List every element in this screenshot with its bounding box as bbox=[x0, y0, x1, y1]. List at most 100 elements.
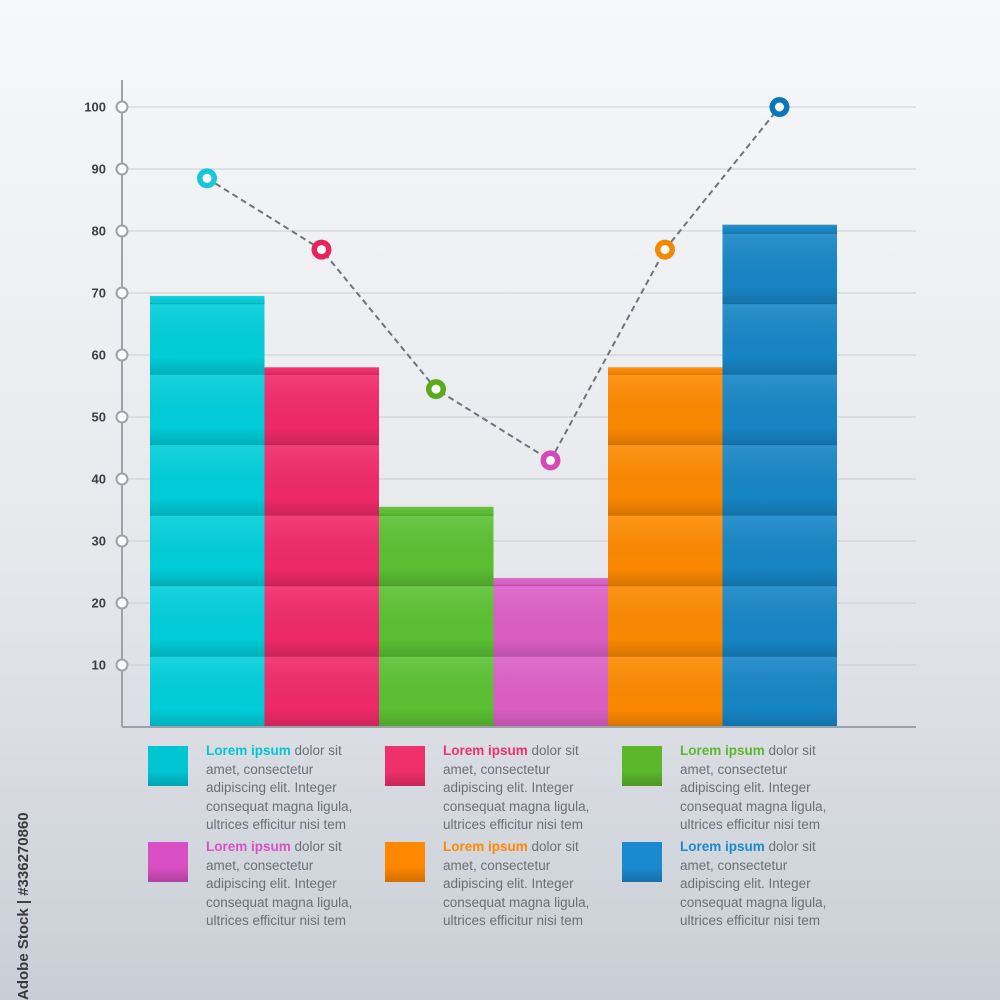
legend-text: Lorem ipsum dolor sit amet, consectetur … bbox=[443, 838, 608, 931]
legend-item: Lorem ipsum dolor sit amet, consectetur … bbox=[385, 838, 622, 930]
y-tick-marker bbox=[115, 658, 129, 672]
legend-title: Lorem ipsum bbox=[443, 839, 528, 854]
legend-body: dolor sit amet, consectetur adipiscing e… bbox=[206, 743, 353, 832]
bar-band bbox=[722, 656, 837, 727]
y-tick-label: 30 bbox=[92, 534, 106, 549]
y-tick-label: 50 bbox=[92, 410, 106, 425]
bar-band bbox=[150, 445, 265, 516]
legend-text: Lorem ipsum dolor sit amet, consectetur … bbox=[206, 742, 371, 835]
bar-band bbox=[264, 586, 379, 657]
legend-text: Lorem ipsum dolor sit amet, consectetur … bbox=[443, 742, 608, 835]
bar-band bbox=[493, 656, 608, 727]
legend-title: Lorem ipsum bbox=[680, 839, 765, 854]
bar-band bbox=[722, 304, 837, 375]
bar-band bbox=[150, 515, 265, 586]
bar-band bbox=[264, 656, 379, 727]
y-tick-label: 40 bbox=[92, 472, 106, 487]
legend-title: Lorem ipsum bbox=[443, 743, 528, 758]
y-tick-label: 80 bbox=[92, 224, 106, 239]
legend-title: Lorem ipsum bbox=[206, 743, 291, 758]
y-tick-marker bbox=[115, 410, 129, 424]
trend-point bbox=[655, 239, 675, 260]
bar-band bbox=[608, 515, 723, 586]
bar-band bbox=[608, 445, 723, 516]
bar bbox=[722, 224, 837, 728]
y-tick-marker bbox=[115, 286, 129, 300]
stock-id-label: Adobe Stock | #336270860 bbox=[14, 760, 34, 1000]
bar bbox=[608, 366, 723, 727]
trend-point-hole bbox=[202, 173, 212, 183]
bar-band bbox=[150, 656, 265, 727]
bar-band bbox=[493, 578, 608, 586]
bar-band bbox=[264, 374, 379, 445]
legend-swatch bbox=[385, 842, 425, 882]
legend-swatch bbox=[622, 842, 662, 882]
legend-item: Lorem ipsum dolor sit amet, consectetur … bbox=[385, 742, 622, 834]
y-tick-label: 70 bbox=[92, 286, 106, 301]
y-tick-label: 90 bbox=[92, 162, 106, 177]
bar-band bbox=[722, 445, 837, 516]
bar-band bbox=[264, 367, 379, 375]
legend-body: dolor sit amet, consectetur adipiscing e… bbox=[680, 743, 827, 832]
bar-band bbox=[150, 296, 265, 304]
bar-band bbox=[722, 586, 837, 657]
bar-band bbox=[264, 445, 379, 516]
trend-line bbox=[197, 97, 790, 471]
y-tick-marker bbox=[115, 224, 129, 238]
bar-band bbox=[722, 515, 837, 586]
bar bbox=[150, 295, 265, 727]
y-tick-marker bbox=[115, 534, 129, 548]
y-tick-marker bbox=[115, 100, 129, 114]
legend: Lorem ipsum dolor sit amet, consectetur … bbox=[148, 742, 868, 930]
axes: 10 20 30 40 50 60 70 80 90 100 bbox=[84, 80, 916, 728]
legend-text: Lorem ipsum dolor sit amet, consectetur … bbox=[206, 838, 371, 931]
legend-text: Lorem ipsum dolor sit amet, consectetur … bbox=[680, 838, 845, 931]
legend-text: Lorem ipsum dolor sit amet, consectetur … bbox=[680, 742, 845, 835]
bar-band bbox=[722, 233, 837, 304]
bars bbox=[150, 224, 837, 728]
trend-point bbox=[197, 168, 217, 189]
legend-body: dolor sit amet, consectetur adipiscing e… bbox=[443, 743, 590, 832]
trend-point-hole bbox=[546, 455, 555, 465]
bar-band bbox=[608, 586, 723, 657]
legend-swatch bbox=[148, 746, 188, 786]
trend-point bbox=[769, 97, 790, 117]
trend-line-path bbox=[206, 106, 781, 462]
chart: 10 20 30 40 50 60 70 80 90 100 bbox=[84, 80, 916, 728]
y-tick-marker bbox=[115, 596, 129, 610]
y-tick-label: 100 bbox=[84, 100, 106, 115]
legend-item: Lorem ipsum dolor sit amet, consectetur … bbox=[148, 838, 385, 930]
trend-point bbox=[540, 450, 561, 471]
bar-band bbox=[379, 515, 494, 586]
legend-swatch bbox=[148, 842, 188, 882]
y-tick-label: 60 bbox=[92, 348, 106, 363]
bar-band bbox=[493, 586, 608, 657]
y-tick-marker bbox=[115, 472, 129, 486]
y-tick-marker bbox=[115, 162, 129, 176]
legend-item: Lorem ipsum dolor sit amet, consectetur … bbox=[622, 742, 859, 834]
bar-band bbox=[379, 506, 494, 516]
bar-band bbox=[150, 586, 265, 657]
bar-band bbox=[608, 656, 723, 727]
bar-band bbox=[608, 367, 723, 375]
legend-body: dolor sit amet, consectetur adipiscing e… bbox=[443, 839, 590, 928]
legend-item: Lorem ipsum dolor sit amet, consectetur … bbox=[622, 838, 859, 930]
bar-band bbox=[608, 374, 723, 445]
legend-body: dolor sit amet, consectetur adipiscing e… bbox=[680, 839, 827, 928]
bar-band bbox=[722, 224, 837, 234]
stock-id-text: Adobe Stock | #336270860 bbox=[15, 812, 32, 1000]
legend-swatch bbox=[622, 746, 662, 786]
trend-point bbox=[426, 379, 446, 400]
trend-point-hole bbox=[431, 384, 441, 394]
bar bbox=[493, 577, 608, 727]
legend-item: Lorem ipsum dolor sit amet, consectetur … bbox=[148, 742, 385, 834]
bar bbox=[264, 366, 379, 727]
bar-band bbox=[379, 656, 494, 727]
trend-point-hole bbox=[660, 245, 670, 255]
bar-band bbox=[150, 374, 265, 445]
bar-band bbox=[379, 586, 494, 657]
y-tick-label: 20 bbox=[92, 596, 106, 611]
y-tick-marker bbox=[115, 348, 129, 362]
legend-title: Lorem ipsum bbox=[206, 839, 291, 854]
trend-point-hole bbox=[775, 102, 784, 112]
